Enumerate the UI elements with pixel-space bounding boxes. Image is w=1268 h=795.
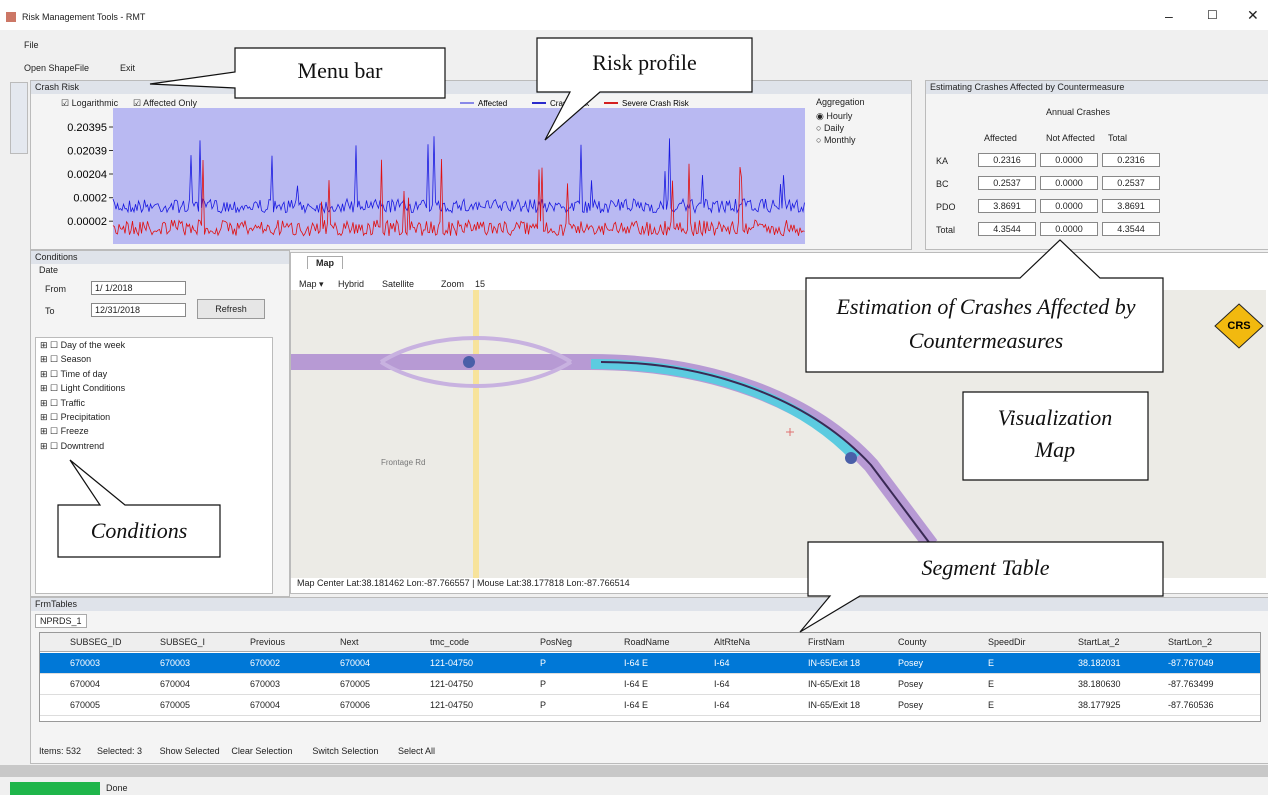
callout-text: Conditions bbox=[58, 518, 220, 544]
callout-text: Menu bar bbox=[235, 58, 445, 84]
callout-text: Segment Table bbox=[808, 555, 1163, 581]
callout-text: Estimation of Crashes Affected by Counte… bbox=[816, 290, 1156, 358]
callout-text: Visualization Map bbox=[975, 402, 1135, 466]
app-window: Risk Management Tools - RMT – ☐ ✕ File O… bbox=[0, 0, 1268, 795]
callout-text: Risk profile bbox=[537, 50, 752, 76]
callout-layer bbox=[0, 0, 1268, 795]
